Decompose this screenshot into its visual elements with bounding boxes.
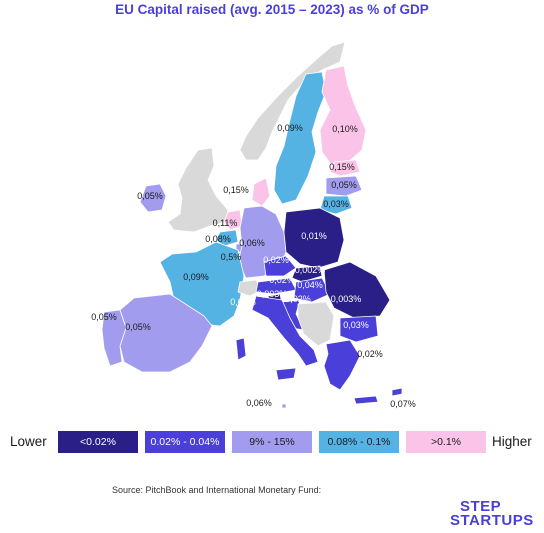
region-italy-sardinia[interactable] <box>235 337 247 361</box>
legend-item-3: 0.08% - 0.1% <box>319 431 399 453</box>
logo-line-2: STARTUPS <box>450 512 534 529</box>
region-label-croatia: 0,02% <box>285 294 311 304</box>
region-label-greece: 0,02% <box>357 349 383 359</box>
region-label-sweden: 0,09% <box>277 123 303 133</box>
region-label-hungary: 0,04% <box>297 280 323 290</box>
region-romania[interactable] <box>323 261 391 319</box>
region-label-romania: 0,003% <box>331 294 362 304</box>
region-label-malta: 0,06% <box>246 398 272 408</box>
legend-higher-label: Higher <box>492 434 532 449</box>
region-estonia[interactable] <box>329 159 361 177</box>
region-czechia[interactable] <box>263 255 297 277</box>
step-startups-logo: STEP STARTUPS <box>450 498 535 529</box>
region-label-estonia: 0,15% <box>329 162 355 172</box>
source-note: Source: PitchBook and International Mone… <box>112 485 322 495</box>
legend-item-4: >0.1% <box>406 431 486 453</box>
legend-item-1: 0.02% - 0.04% <box>145 431 225 453</box>
region-italy[interactable] <box>251 295 319 367</box>
region-hungary[interactable] <box>293 277 331 303</box>
region-portugal[interactable] <box>101 309 127 367</box>
region-netherlands[interactable] <box>223 209 243 231</box>
region-greece-crete[interactable] <box>353 395 379 405</box>
region-bulgaria[interactable] <box>339 315 379 343</box>
region-finland[interactable] <box>319 65 367 167</box>
europe-map: 0,05% 0,09% 0,10% 0,15% 0,15% 0,05% 0,03% 0,11%… <box>91 41 416 409</box>
region-label-finland: 0,10% <box>332 124 358 134</box>
legend-item-2: 9% - 15% <box>232 431 312 453</box>
region-united-kingdom[interactable] <box>167 147 229 233</box>
region-sweden[interactable] <box>273 71 327 205</box>
map-title: EU Capital raised (avg. 2015 – 2023) as … <box>115 2 429 17</box>
region-label-france: 0,09% <box>183 272 209 282</box>
region-label-ireland: 0,05% <box>137 191 163 201</box>
region-italy-sicily[interactable] <box>275 367 297 381</box>
region-label-italy: 0,02% <box>230 297 256 307</box>
region-ireland[interactable] <box>139 183 167 213</box>
region-label-cyprus: 0,07% <box>390 399 416 409</box>
legend-item-0: <0.02% <box>58 431 138 453</box>
region-belgium[interactable] <box>215 229 239 247</box>
region-greece[interactable] <box>323 339 361 391</box>
region-label-netherlands: 0,11% <box>213 218 238 228</box>
region-cyprus[interactable] <box>391 387 403 397</box>
region-label-poland: 0,01% <box>301 231 327 241</box>
region-label-slovenia: 0,003% <box>257 289 288 299</box>
logo-line-1: STEP <box>460 498 502 515</box>
region-label-slovakia: 0,002% <box>295 265 326 275</box>
region-latvia[interactable] <box>325 175 363 197</box>
region-slovakia[interactable] <box>291 265 323 283</box>
region-label-luxembourg: 0,5% <box>221 252 242 262</box>
region-label-austria: 0,02% <box>269 275 295 285</box>
region-label-lithuania: 0,03% <box>323 199 349 209</box>
region-label-spain: 0,05% <box>125 322 151 332</box>
region-lithuania[interactable] <box>319 195 353 215</box>
region-label-czechia: 0,02% <box>263 255 289 265</box>
region-denmark[interactable] <box>251 177 271 207</box>
region-label-latvia: 0,05% <box>331 180 357 190</box>
region-balkans[interactable] <box>297 301 335 347</box>
region-norway[interactable] <box>239 41 346 161</box>
region-poland[interactable] <box>283 207 345 269</box>
region-austria[interactable] <box>255 277 297 295</box>
region-malta[interactable] <box>281 403 287 409</box>
region-label-portugal: 0,05% <box>91 312 117 322</box>
region-label-belgium: 0,08% <box>205 234 231 244</box>
region-label-denmark: 0,15% <box>223 185 249 195</box>
region-label-bulgaria: 0,03% <box>343 320 369 330</box>
region-label-germany: 0,06% <box>239 238 265 248</box>
legend-lower-label: Lower <box>10 434 47 449</box>
